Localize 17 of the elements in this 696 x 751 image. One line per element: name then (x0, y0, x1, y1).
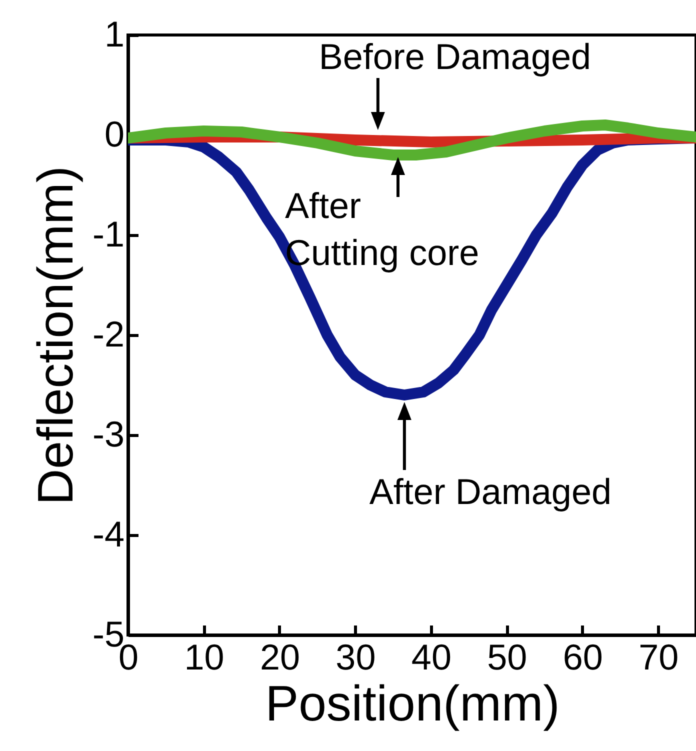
x-tick-label: 30 (336, 636, 376, 678)
x-tick-label: 60 (562, 636, 603, 678)
annotation: Before Damaged (318, 36, 592, 77)
y-tick-label: 1 (104, 14, 124, 54)
y-tick-label: -1 (92, 214, 124, 254)
x-tick-label: 10 (184, 636, 224, 678)
y-tick-label: -3 (92, 414, 124, 454)
y-tick-label: -4 (92, 514, 124, 554)
x-tick-label: 20 (260, 636, 300, 678)
x-tick-label: 70 (638, 636, 679, 678)
y-tick-label: 0 (104, 114, 124, 154)
x-tick-label: 40 (411, 636, 452, 678)
y-axis-title: Deflection(mm) (27, 166, 84, 505)
annotation: After Damaged (369, 471, 612, 512)
x-tick-label: 50 (487, 636, 528, 678)
x-axis-title: Position(mm) (265, 676, 560, 732)
y-tick-label: -2 (92, 314, 124, 354)
